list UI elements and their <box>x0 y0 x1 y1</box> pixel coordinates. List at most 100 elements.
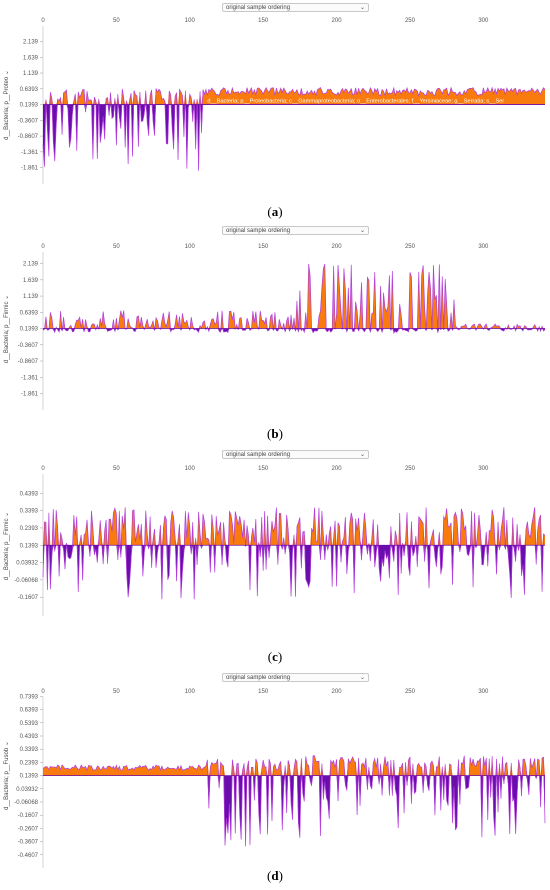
y-tick-label: -0.1607 <box>18 595 39 601</box>
y-tick-label: 0.7393 <box>20 694 39 700</box>
area-chart-b: 0 50 100 150 200 250 300 2.139 1.639 1.139 0.6393 0… <box>4 244 546 410</box>
x-tick-label: 150 <box>258 689 269 695</box>
sample-ordering-label: original sample ordering <box>226 675 291 681</box>
y-tick-label: 0.2393 <box>20 526 39 532</box>
y-tick-label: 0.6393 <box>20 708 39 714</box>
x-tick-label: 0 <box>41 244 45 250</box>
series-line <box>42 755 546 847</box>
y-tick-label: 1.639 <box>23 55 39 61</box>
sample-ordering-select[interactable]: original sample ordering ⌄ <box>222 226 369 235</box>
negative-area <box>43 104 545 171</box>
negative-area <box>43 545 545 600</box>
y-tick-label: 0.1393 <box>20 543 39 549</box>
x-tick-label: 0 <box>41 689 45 695</box>
y-tick-label: -1.361 <box>21 150 39 156</box>
y-tick-label: 0.3393 <box>20 509 39 515</box>
x-tick-label: 300 <box>478 18 489 24</box>
chevron-down-icon: ⌄ <box>359 228 365 234</box>
area-series <box>42 507 546 600</box>
series-line <box>42 263 546 335</box>
caption-c: (c) <box>267 649 283 664</box>
y-tick-label: -1.861 <box>21 391 39 397</box>
y-axis-ticks: 0.7393 0.6393 0.5393 0.4393 0.3393 0.2393 0.13… <box>14 694 43 859</box>
y-tick-label: 0.3393 <box>20 747 39 753</box>
x-tick-label: 0 <box>41 18 45 24</box>
y-tick-label: -0.1607 <box>18 813 39 819</box>
y-tick-label: -0.2607 <box>18 826 39 832</box>
area-chart-a: 0 50 100 150 200 250 300 2.139 1.639 1.139 0.6393 0… <box>4 18 546 184</box>
x-tick-label: 0 <box>41 466 45 472</box>
sample-ordering-select[interactable]: original sample ordering ⌄ <box>222 673 369 682</box>
y-tick-label: 0.6393 <box>20 87 39 93</box>
x-tick-label: 50 <box>113 466 120 472</box>
y-tick-label: -0.3607 <box>18 118 39 124</box>
y-axis-label: d__Bacteria; p__Firmic ⌄ <box>4 512 10 580</box>
y-axis-label: d__Bacteria; p__Proteo ⌄ <box>4 70 10 140</box>
x-tick-label: 50 <box>113 689 120 695</box>
y-tick-label: 0.6393 <box>20 310 39 316</box>
x-tick-label: 150 <box>258 244 269 250</box>
y-tick-label: 0.4393 <box>20 734 39 740</box>
x-tick-label: 250 <box>405 244 416 250</box>
x-tick-label: 200 <box>332 18 343 24</box>
y-tick-label: 1.139 <box>23 294 39 300</box>
y-axis-ticks: 0.4393 0.3393 0.2393 0.1393 0.03932 -0.06068 -… <box>14 491 43 601</box>
x-tick-label: 100 <box>185 466 196 472</box>
x-axis-ticks: 0 50 100 150 200 250 300 <box>41 244 489 250</box>
y-axis-ticks: 2.139 1.639 1.139 0.6393 0.1393 -0.3607 -0.860… <box>18 262 43 397</box>
y-tick-label: 0.1393 <box>20 774 39 780</box>
chart-panel-a: original sample ordering ⌄ 0 50 100 150 200 2… <box>0 0 550 222</box>
area-series <box>42 86 546 171</box>
x-tick-label: 150 <box>258 466 269 472</box>
y-tick-label: -0.06068 <box>14 578 38 584</box>
y-tick-label: 0.03932 <box>16 787 38 793</box>
negative-area <box>43 775 545 847</box>
positive-area <box>43 87 545 105</box>
y-tick-label: -0.3607 <box>18 840 39 846</box>
y-tick-label: 0.2393 <box>20 760 39 766</box>
y-tick-label: 1.139 <box>23 71 39 77</box>
y-tick-label: -0.8607 <box>18 134 39 140</box>
x-axis-ticks: 0 50 100 150 200 250 300 <box>41 18 489 24</box>
x-tick-label: 100 <box>185 18 196 24</box>
y-tick-label: -1.861 <box>21 166 39 172</box>
taxonomy-label-group: d__Bacteria; p__Proteobacteria; c__Gamma… <box>207 99 504 105</box>
sample-ordering-select[interactable]: original sample ordering ⌄ <box>222 450 369 459</box>
chart-panel-c: original sample ordering ⌄ 0 50 100 150 200 2… <box>0 446 550 668</box>
area-chart-c: 0 50 100 150 200 250 300 0.4393 0.3393 0.2393 0.13… <box>4 466 546 616</box>
y-axis-label: d__Bacteria; p__Firmic ⌄ <box>4 295 10 363</box>
x-tick-label: 100 <box>185 244 196 250</box>
x-tick-label: 200 <box>332 466 343 472</box>
caption-d: (d) <box>267 868 283 883</box>
sample-ordering-label: original sample ordering <box>226 452 291 458</box>
x-tick-label: 300 <box>478 689 489 695</box>
taxonomy-label: d__Bacteria; p__Proteobacteria; c__Gamma… <box>207 99 504 105</box>
y-tick-label: -0.3607 <box>18 343 39 349</box>
y-tick-label: 0.1393 <box>20 103 39 109</box>
y-tick-label: -0.4607 <box>18 853 39 859</box>
y-tick-label: 0.1393 <box>20 327 39 333</box>
x-tick-label: 50 <box>113 244 120 250</box>
sample-ordering-label: original sample ordering <box>226 228 291 234</box>
caption-a: (a) <box>267 204 283 219</box>
y-tick-label: 0.03932 <box>16 561 38 567</box>
y-tick-label: 2.139 <box>23 39 39 45</box>
x-tick-label: 300 <box>478 244 489 250</box>
x-tick-label: 200 <box>332 689 343 695</box>
series-line <box>42 86 546 171</box>
y-axis-ticks: 2.139 1.639 1.139 0.6393 0.1393 -0.3607 -0.860… <box>18 39 43 172</box>
chart-panel-b: original sample ordering ⌄ 0 50 100 150 200 2… <box>0 222 550 446</box>
chevron-down-icon: ⌄ <box>359 5 365 11</box>
caption-b: (b) <box>267 426 283 441</box>
y-tick-label: 1.639 <box>23 278 39 284</box>
sample-ordering-label: original sample ordering <box>226 5 291 11</box>
x-tick-label: 250 <box>405 18 416 24</box>
sample-ordering-select[interactable]: original sample ordering ⌄ <box>222 3 369 12</box>
y-tick-label: -0.8607 <box>18 359 39 365</box>
x-tick-label: 50 <box>113 18 120 24</box>
y-tick-label: -1.361 <box>21 375 39 381</box>
x-axis-ticks: 0 50 100 150 200 250 300 <box>41 689 489 695</box>
area-series <box>42 755 546 847</box>
x-tick-label: 200 <box>332 244 343 250</box>
area-chart-d: 0 50 100 150 200 250 300 0.7393 0.6393 0.5393 0.43… <box>4 689 546 868</box>
